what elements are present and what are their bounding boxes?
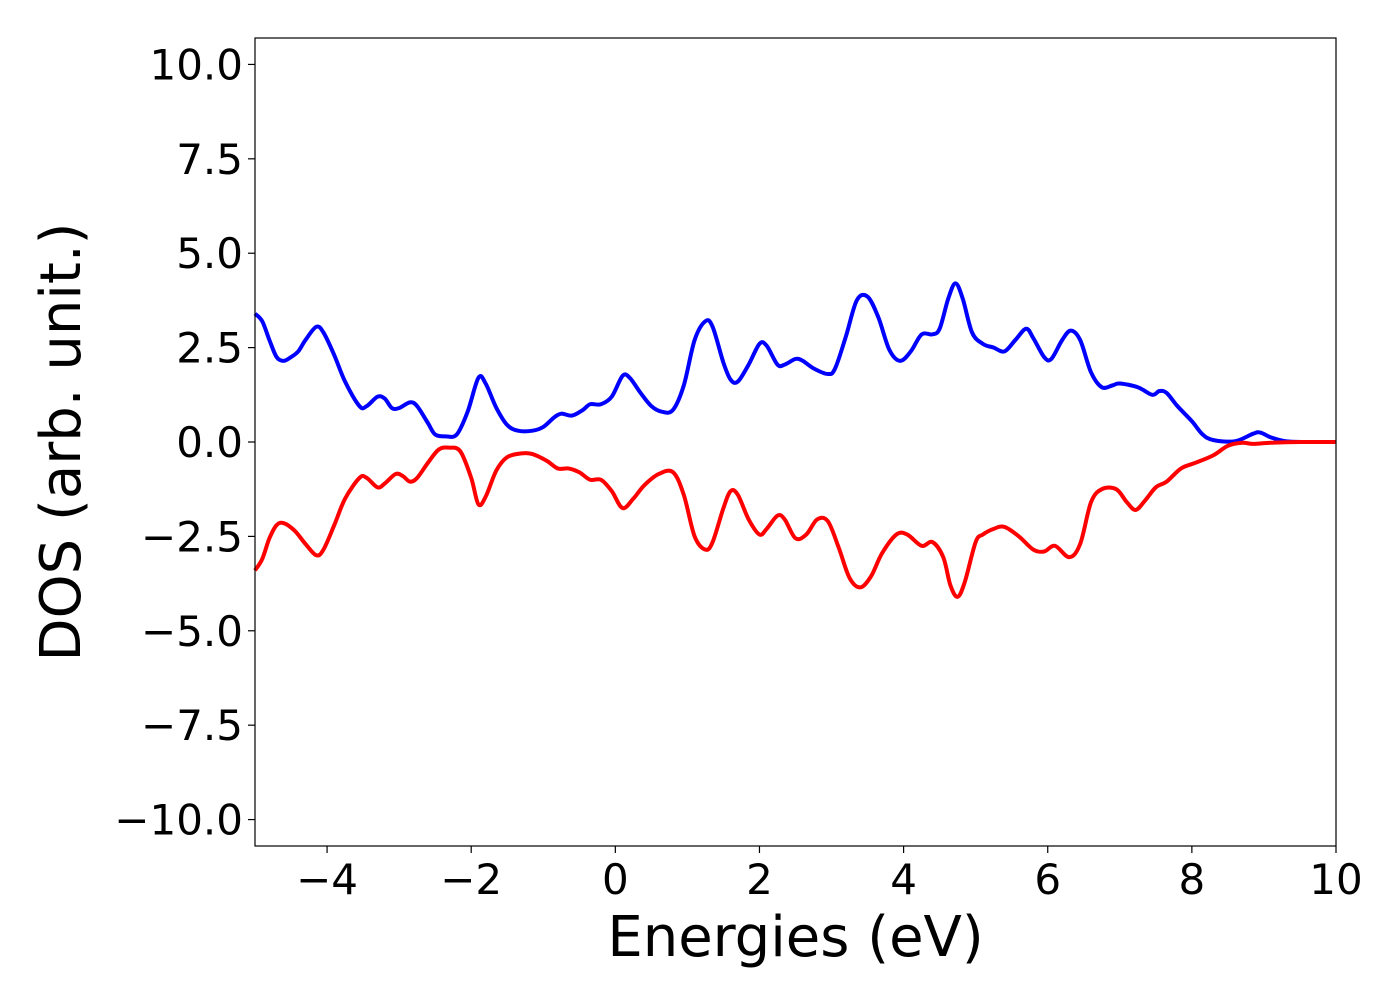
y-tick-label: −5.0	[141, 607, 243, 656]
y-tick-label: 5.0	[176, 229, 243, 278]
series-line-0	[253, 281, 1337, 445]
y-tick-label: −10.0	[114, 796, 243, 845]
y-tick-label: −2.5	[141, 512, 243, 561]
x-tick-label: −4	[296, 855, 358, 904]
x-tick-label: −2	[440, 855, 502, 904]
x-tick-label: 0	[602, 855, 629, 904]
y-tick-label: 10.0	[149, 40, 243, 89]
x-tick-label: 10	[1309, 855, 1362, 904]
y-tick-label: −7.5	[141, 701, 243, 750]
x-tick-label: 2	[746, 855, 773, 904]
y-tick-label: 7.5	[176, 135, 243, 184]
x-axis-label: Energies (eV)	[607, 905, 983, 970]
y-tick-label: 0.0	[176, 418, 243, 467]
plot-frame	[254, 37, 1337, 847]
x-tick-label: 8	[1178, 855, 1205, 904]
series-layer	[253, 281, 1337, 599]
x-axis-ticks: −4 −2 0 2 4 6 8 10	[296, 846, 1363, 904]
y-axis-label: DOS (arb. unit.)	[29, 222, 94, 661]
x-tick-label: 4	[890, 855, 917, 904]
series-line-1	[253, 439, 1337, 599]
y-tick-label: 2.5	[176, 324, 243, 373]
y-axis-ticks: 10.0 7.5 5.0 2.5 0.0 −2.5 −5.0 −7.5 −10.0	[114, 40, 255, 845]
x-tick-label: 6	[1034, 855, 1061, 904]
